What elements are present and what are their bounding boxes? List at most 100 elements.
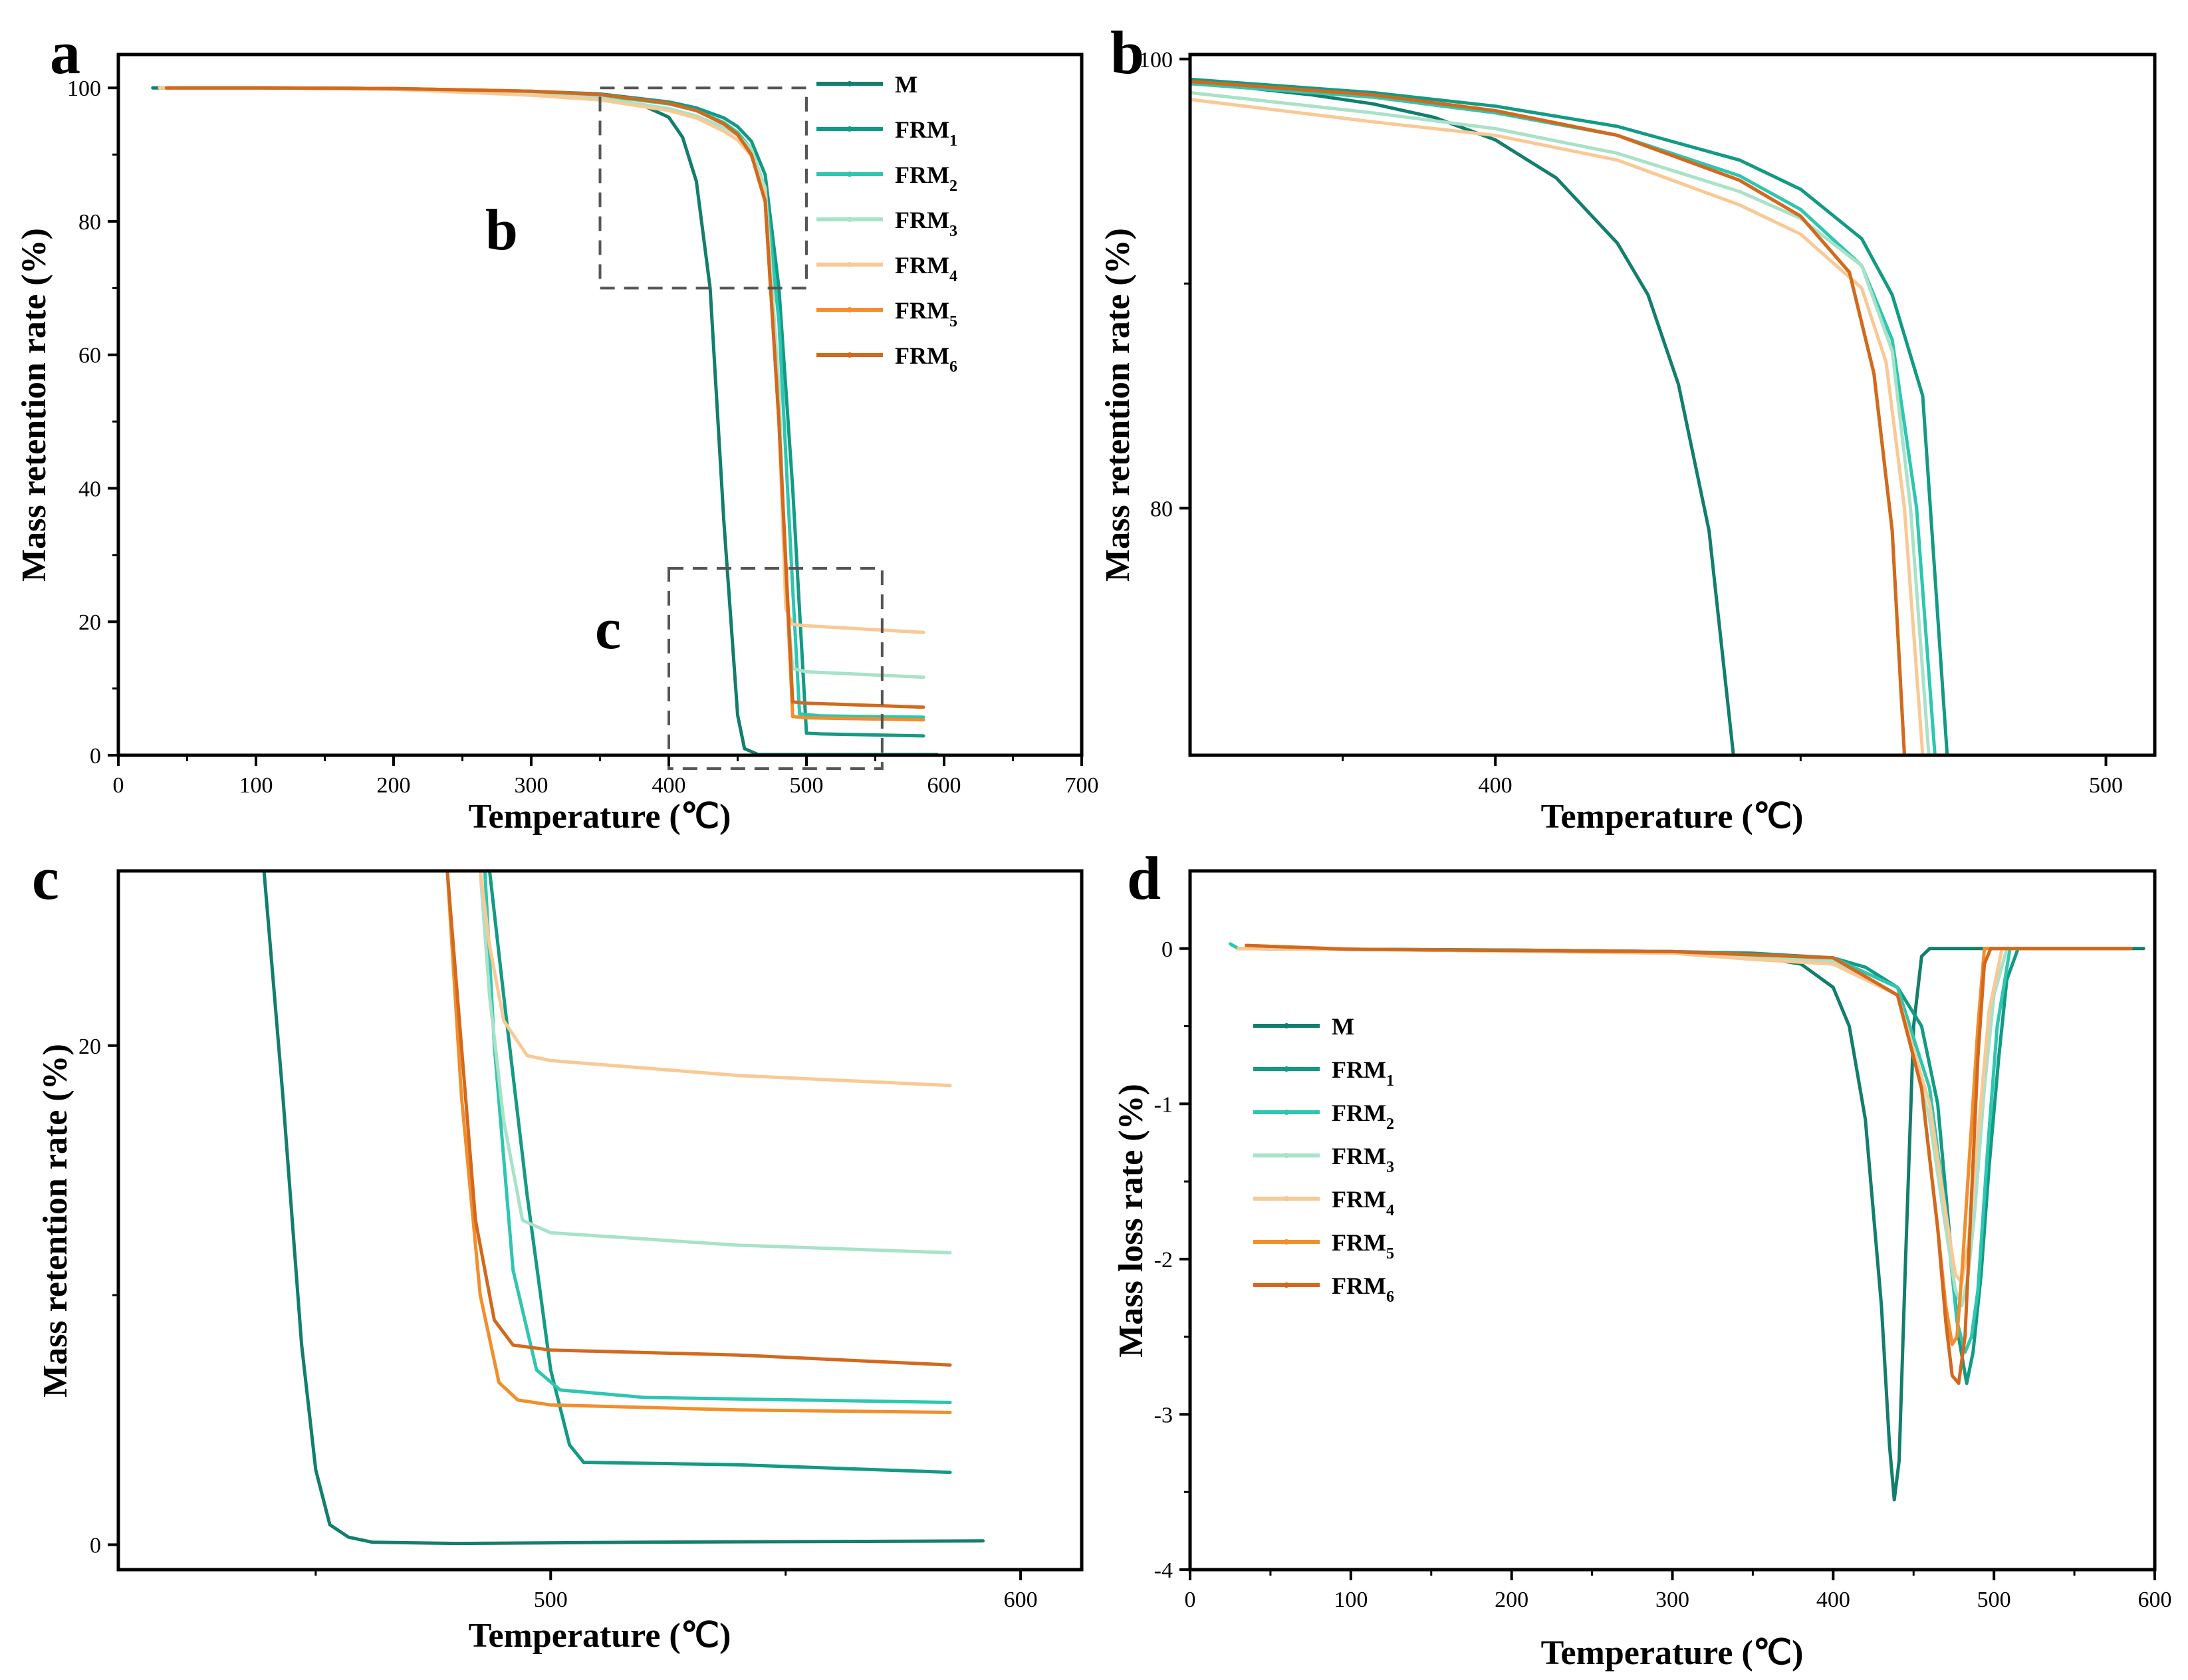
panel-c-xtick-label: 500	[534, 1588, 568, 1612]
panel-c-series	[262, 871, 985, 1546]
panel-b-ytick-label: 80	[1150, 497, 1173, 521]
panel-b-frame	[1188, 53, 2157, 757]
panel-a-xlabel: Temperature (℃)	[469, 798, 731, 836]
panel-b-chart: 400 500 80 100 Temperature (℃) Mass retention…	[1099, 48, 2157, 836]
legend-label-frm6: FRM6	[895, 342, 957, 376]
panel-a-xtick-label: 0	[113, 773, 124, 798]
legend-marker-frm1	[847, 126, 852, 132]
panel-b-xtick-label: 400	[1479, 773, 1513, 798]
panel-a-ytick-label: 60	[78, 344, 101, 368]
legend-label-frm1: FRM1	[1332, 1056, 1394, 1090]
panel-d-legend: M FRM1 FRM2 FRM3 FRM4 FRM5 FRM6	[1253, 1013, 1394, 1306]
panel-d-line-frm6	[1245, 943, 2133, 1385]
panel-b-line-m	[1190, 80, 1735, 755]
panel-d-xtick-label: 400	[1816, 1588, 1850, 1612]
panel-a-line-frm2	[158, 86, 925, 719]
panel-d-ytick-label: -1	[1154, 1092, 1173, 1117]
legend-marker-frm5	[847, 307, 852, 312]
legend-label-frm3: FRM3	[895, 207, 957, 240]
panel-a-xtick-label: 200	[377, 773, 411, 798]
zoom-box-c	[668, 566, 884, 771]
panel-a-ylabel: Mass retention rate (%)	[15, 228, 53, 582]
legend-marker-frm2	[1284, 1110, 1289, 1115]
inset-label-b: b	[485, 198, 518, 263]
legend-label-m: M	[895, 71, 917, 98]
panel-c-chart: 500 600 0 20 Temperature (℃) Mass retention r…	[37, 869, 1084, 1655]
panel-a-ytick-label: 40	[78, 477, 101, 501]
panel-d-xtick-label: 200	[1495, 1588, 1528, 1612]
panel-c-ytick-label: 0	[90, 1533, 101, 1558]
panel-d-ytick-label: 0	[1161, 937, 1173, 962]
panel-d-series	[1229, 942, 2145, 1502]
legend-marker-frm1	[1284, 1066, 1289, 1072]
legend-label-frm5: FRM5	[895, 297, 957, 330]
panel-b-ytick-label: 100	[1139, 48, 1173, 72]
panel-d-line-frm4	[1237, 947, 2133, 1284]
panel-a-line-m	[151, 86, 939, 755]
legend-label-frm6: FRM6	[1332, 1272, 1394, 1306]
panel-a-line-frm6	[164, 86, 925, 709]
legend-marker-frm2	[847, 172, 852, 177]
panel-c-line-m	[262, 871, 985, 1546]
panel-a-letter: a	[50, 19, 80, 86]
panel-a-line-frm3	[158, 86, 925, 679]
panel-d-xtick-label: 500	[1977, 1588, 2011, 1612]
panel-b-line-frm3	[1190, 90, 1931, 755]
panel-d-frame	[1188, 869, 2157, 1572]
legend-label-frm5: FRM5	[1332, 1229, 1394, 1262]
panel-a-xtick-label: 500	[790, 773, 824, 798]
panel-c-ytick-label: 20	[78, 1034, 101, 1059]
legend-label-frm2: FRM2	[1332, 1100, 1394, 1133]
panel-d-xtick-label: 600	[2138, 1588, 2172, 1612]
legend-marker-frm6	[847, 352, 852, 358]
legend-marker-frm3	[847, 217, 852, 222]
panel-c-line-frm4	[478, 871, 952, 1088]
legend-marker-m	[1284, 1023, 1289, 1028]
panel-a-xtick-label: 700	[1065, 773, 1099, 798]
legend-marker-frm4	[1284, 1196, 1289, 1201]
panel-d-ytick-label: -3	[1154, 1403, 1173, 1427]
panel-a-ytick-label: 20	[78, 610, 101, 635]
legend-label-frm4: FRM4	[1332, 1186, 1394, 1219]
legend-label-frm4: FRM4	[895, 252, 957, 285]
panel-b-letter: b	[1110, 19, 1144, 86]
legend-label-frm3: FRM3	[1332, 1143, 1394, 1176]
panel-d-ytick-label: -2	[1154, 1248, 1173, 1272]
panel-a-ytick-label: 0	[90, 744, 101, 769]
panel-d-xtick-label: 300	[1655, 1588, 1689, 1612]
legend-marker-frm6	[1284, 1282, 1289, 1288]
panel-d-xtick-label: 0	[1185, 1588, 1196, 1612]
panel-a-xtick-label: 600	[927, 773, 961, 798]
legend-label-frm2: FRM2	[895, 162, 957, 195]
panel-c-ylabel: Mass retention rate (%)	[37, 1044, 74, 1397]
panel-c-line-frm1	[487, 871, 952, 1475]
panel-a-line-frm1	[158, 86, 925, 738]
panel-b-line-frm5	[1190, 80, 1906, 755]
panel-a-xtick-label: 100	[239, 773, 273, 798]
panel-c-xtick-label: 600	[1004, 1588, 1038, 1612]
legend-label-frm1: FRM1	[895, 116, 957, 150]
panel-a-series	[151, 86, 939, 755]
panel-a-legend: M FRM1 FRM2 FRM3 FRM4 FRM5 FRM6	[816, 71, 957, 376]
panel-c-line-frm3	[478, 871, 952, 1255]
panel-b-line-frm2	[1190, 82, 1937, 755]
panel-b-xlabel: Temperature (℃)	[1541, 798, 1804, 836]
panel-d-xtick-label: 100	[1334, 1588, 1368, 1612]
panel-a-ytick-label: 100	[67, 76, 101, 101]
panel-a-xtick-label: 300	[515, 773, 548, 798]
panel-d-letter: d	[1127, 844, 1161, 912]
panel-c-letter: c	[32, 844, 59, 912]
panel-c-frame	[116, 869, 1084, 1572]
panel-a-ytick-label: 80	[78, 210, 101, 235]
legend-marker-m	[847, 81, 852, 86]
panel-a-line-frm4	[158, 86, 925, 634]
panel-c-xlabel: Temperature (℃)	[469, 1617, 731, 1655]
inset-label-c: c	[595, 597, 621, 661]
legend-marker-frm3	[1284, 1153, 1289, 1158]
legend-label-m: M	[1332, 1013, 1354, 1040]
panel-d-chart: 0 100 200 300 400 500 600 0 -1 -2 -3 -4 Temperature …	[1112, 869, 2172, 1672]
panel-a-xtick-label: 400	[652, 773, 686, 798]
legend-marker-frm4	[847, 262, 852, 267]
panel-b-xtick-label: 500	[2089, 773, 2123, 798]
